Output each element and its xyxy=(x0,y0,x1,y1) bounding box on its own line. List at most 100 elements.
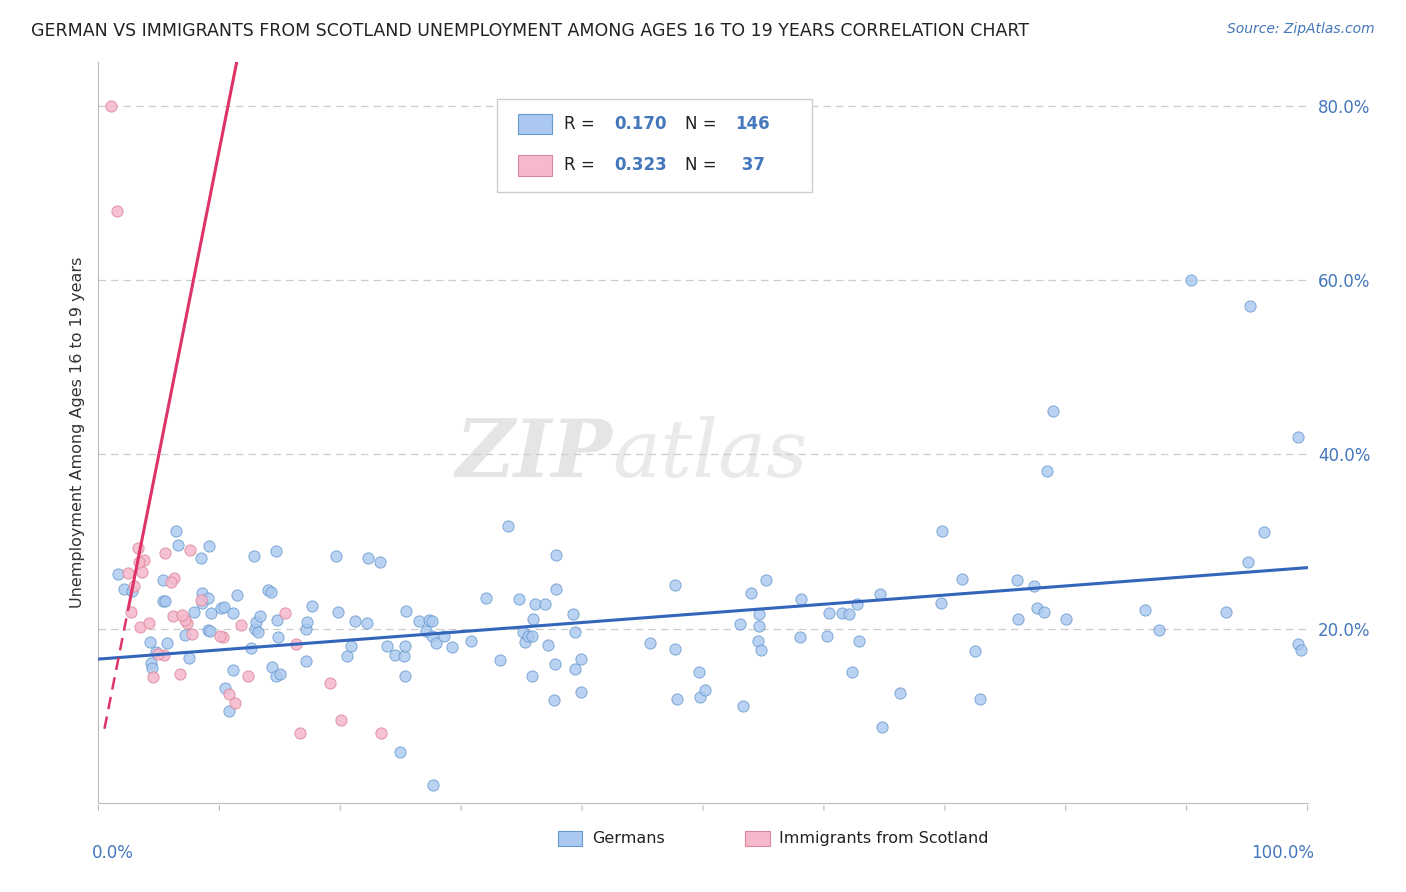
Point xyxy=(120,605,142,619)
Point xyxy=(167,538,190,552)
Point xyxy=(418,614,440,628)
Point xyxy=(214,681,236,696)
Point xyxy=(269,667,291,681)
Point xyxy=(222,606,245,620)
Point xyxy=(173,628,195,642)
Point xyxy=(267,630,290,644)
Point xyxy=(965,644,987,658)
Point xyxy=(340,639,363,653)
Point xyxy=(869,587,891,601)
Text: N =: N = xyxy=(685,115,721,133)
FancyBboxPatch shape xyxy=(498,99,811,192)
Bar xyxy=(517,155,553,176)
Point xyxy=(537,638,560,652)
Point xyxy=(848,633,870,648)
Point xyxy=(1289,642,1312,657)
Text: 0.170: 0.170 xyxy=(614,115,668,133)
Point xyxy=(344,614,367,628)
Point xyxy=(266,669,288,683)
Point xyxy=(163,571,186,585)
Y-axis label: Unemployment Among Ages 16 to 19 years: Unemployment Among Ages 16 to 19 years xyxy=(69,257,84,608)
Point xyxy=(544,548,567,562)
Point xyxy=(1253,525,1275,540)
Point xyxy=(138,616,160,631)
Point xyxy=(1239,299,1261,313)
Point xyxy=(1054,612,1077,626)
Text: Source: ZipAtlas.com: Source: ZipAtlas.com xyxy=(1227,22,1375,37)
Point xyxy=(1180,273,1202,287)
Point xyxy=(789,630,811,644)
Point xyxy=(790,592,813,607)
Point xyxy=(245,615,267,629)
Text: 0.323: 0.323 xyxy=(614,156,668,174)
Point xyxy=(129,619,152,633)
Point xyxy=(128,555,150,569)
Point xyxy=(266,613,288,627)
Point xyxy=(508,591,530,606)
Point xyxy=(748,607,770,621)
Point xyxy=(489,653,512,667)
Point xyxy=(209,629,232,643)
Point xyxy=(689,690,711,704)
Point xyxy=(561,607,583,622)
Point xyxy=(212,630,235,644)
Point xyxy=(747,634,769,648)
Point xyxy=(132,553,155,567)
Point xyxy=(415,624,437,639)
Point xyxy=(1024,578,1046,592)
Point xyxy=(142,670,165,684)
Point xyxy=(197,623,219,637)
Point xyxy=(156,636,179,650)
Point xyxy=(420,629,443,643)
Point xyxy=(262,659,284,673)
Point xyxy=(728,616,751,631)
Text: GERMAN VS IMMIGRANTS FROM SCOTLAND UNEMPLOYMENT AMONG AGES 16 TO 19 YEARS CORREL: GERMAN VS IMMIGRANTS FROM SCOTLAND UNEMP… xyxy=(31,22,1029,40)
Point xyxy=(425,636,447,650)
Point xyxy=(139,635,162,649)
Point xyxy=(664,578,686,592)
Point xyxy=(1007,612,1029,626)
Bar xyxy=(517,113,553,135)
Point xyxy=(121,584,143,599)
Point xyxy=(460,634,482,648)
Point xyxy=(665,692,688,706)
Point xyxy=(112,582,135,597)
Point xyxy=(249,609,271,624)
Point xyxy=(190,551,212,566)
Text: Germans: Germans xyxy=(592,830,665,846)
Point xyxy=(218,687,240,701)
Point xyxy=(513,634,536,648)
Text: R =: R = xyxy=(564,156,600,174)
Point xyxy=(356,616,378,631)
Point xyxy=(179,650,201,665)
Point xyxy=(564,624,586,639)
Point xyxy=(370,555,392,569)
Point xyxy=(523,597,546,611)
Point xyxy=(246,624,269,639)
Point xyxy=(191,596,214,610)
Text: 146: 146 xyxy=(735,115,770,133)
Point xyxy=(162,608,184,623)
Point xyxy=(571,651,593,665)
Point xyxy=(420,614,443,628)
Point xyxy=(950,572,973,586)
Text: 37: 37 xyxy=(735,156,765,174)
Point xyxy=(440,640,463,654)
Point xyxy=(889,686,911,700)
Point xyxy=(388,745,411,759)
Point xyxy=(522,611,544,625)
Point xyxy=(200,606,222,620)
Point xyxy=(284,637,307,651)
Point xyxy=(257,582,280,597)
Point xyxy=(740,586,762,600)
Point xyxy=(748,619,770,633)
Point xyxy=(1286,430,1309,444)
Point xyxy=(544,657,567,671)
Text: N =: N = xyxy=(685,156,721,174)
Point xyxy=(664,641,686,656)
Point xyxy=(139,657,162,671)
Point xyxy=(325,549,347,563)
Point xyxy=(408,614,430,628)
Point xyxy=(475,591,498,605)
Point xyxy=(534,597,557,611)
